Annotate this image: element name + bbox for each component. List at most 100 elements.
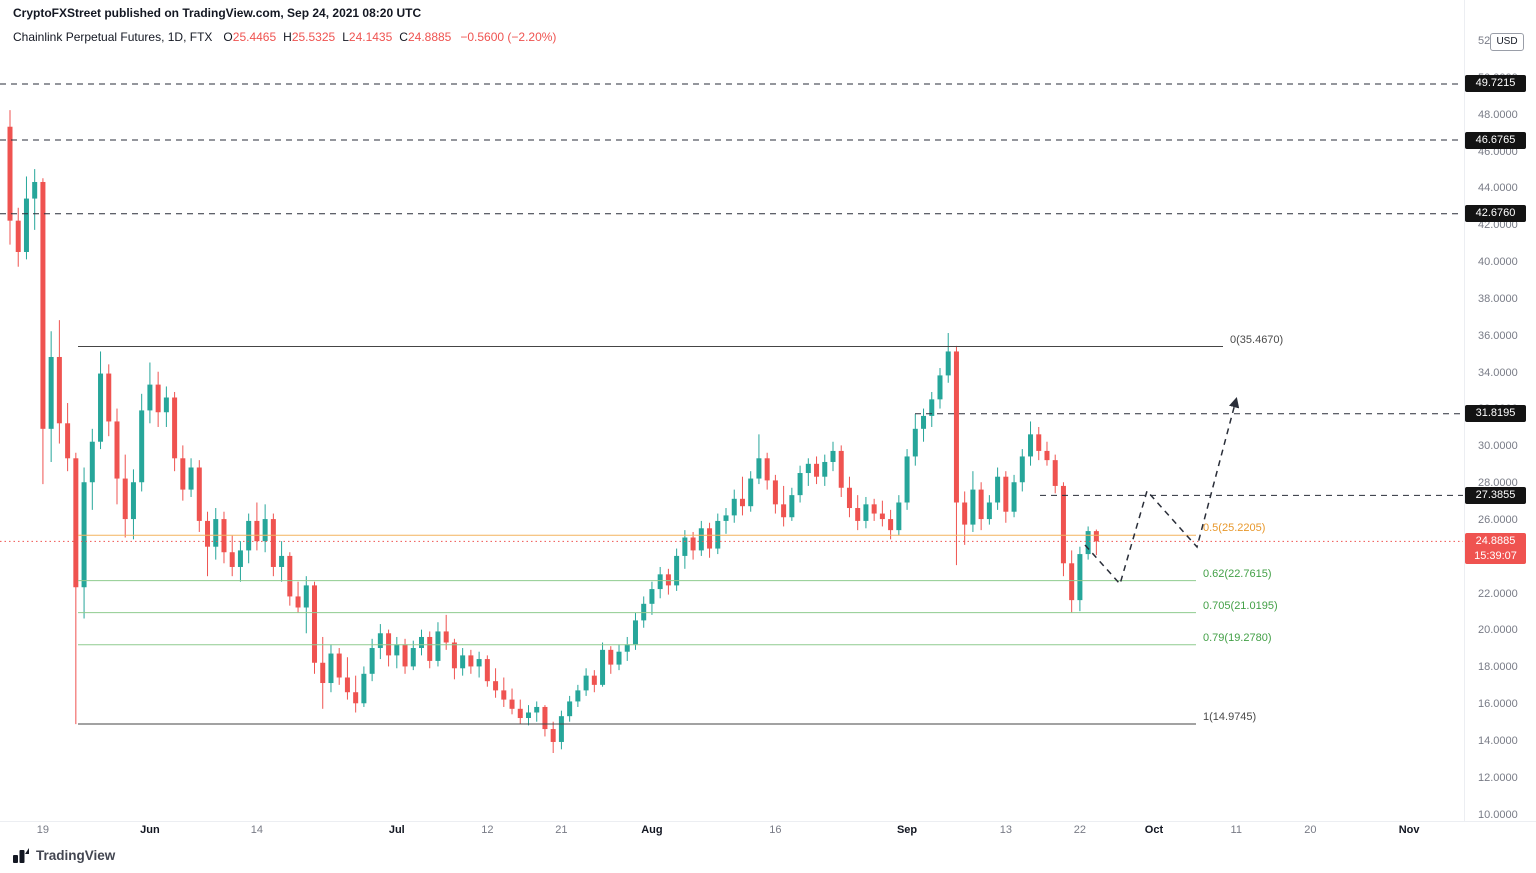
candle: [328, 644, 334, 693]
candle: [460, 648, 466, 676]
price-tick-28.0000: 28.0000: [1478, 477, 1518, 490]
candle: [1003, 471, 1009, 523]
candle: [279, 541, 285, 582]
candle: [484, 655, 490, 687]
candle: [1052, 454, 1058, 494]
candles-layer: [7, 110, 1099, 754]
candle: [32, 169, 38, 230]
candle: [995, 467, 1001, 510]
tradingview-logo-text: TradingView: [36, 847, 116, 863]
time-tick-13: 13: [999, 824, 1012, 836]
candle: [822, 454, 828, 486]
symbol-title[interactable]: Chainlink Perpetual Futures, 1D, FTX: [13, 30, 213, 44]
candle: [172, 391, 178, 472]
price-axis[interactable]: USD 52.000050.000048.000046.000044.00004…: [1464, 0, 1536, 822]
price-tick-36.0000: 36.0000: [1478, 329, 1518, 342]
candle: [443, 614, 449, 650]
price-level-tag-31.8195: 31.8195: [1465, 405, 1526, 422]
price-tick-14.0000: 14.0000: [1478, 734, 1518, 747]
candle: [550, 721, 556, 754]
candle: [1019, 449, 1025, 492]
low-label: L: [342, 30, 349, 44]
candle: [567, 695, 573, 722]
candle: [904, 449, 910, 510]
candle: [56, 320, 62, 444]
time-axis[interactable]: 19 Jun 14 Jul 12 21 Aug 16 Sep 13 22 Oct 11 20 Nov: [0, 822, 1536, 844]
candle: [262, 504, 268, 553]
candle: [509, 688, 515, 715]
candle: [493, 668, 499, 698]
candle: [986, 495, 992, 525]
candle: [303, 576, 309, 634]
candle: [89, 428, 95, 510]
candle: [1011, 474, 1017, 518]
candle: [237, 541, 243, 582]
candle: [163, 386, 169, 427]
candle: [748, 471, 754, 512]
candle: [838, 445, 844, 497]
tradingview-logo[interactable]: TradingView: [12, 846, 115, 864]
candle: [674, 548, 680, 591]
candle: [287, 552, 293, 606]
candle: [772, 474, 778, 514]
candle: [7, 110, 13, 245]
candle: [962, 491, 968, 545]
candle: [410, 640, 416, 671]
candle: [855, 495, 861, 531]
open-label: O: [223, 30, 233, 44]
tradingview-logo-icon: [13, 848, 29, 863]
candle: [830, 441, 836, 472]
candle: [896, 495, 902, 536]
candle-countdown: 15:39:07: [1474, 550, 1517, 563]
candle: [525, 705, 531, 726]
candle: [1069, 550, 1075, 614]
price-level-tag-27.3855: 27.3855: [1465, 487, 1526, 504]
candle: [180, 445, 186, 501]
candle: [139, 393, 145, 492]
candle: [1060, 482, 1066, 577]
candle: [254, 502, 260, 551]
time-tick-Aug: Aug: [641, 824, 663, 836]
price-tick-44.0000: 44.0000: [1478, 182, 1518, 195]
candle: [377, 624, 383, 660]
candle: [23, 176, 29, 260]
candle: [402, 638, 408, 674]
high-label: H: [283, 30, 292, 44]
candle: [739, 476, 745, 516]
candle: [15, 207, 21, 267]
candle: [1077, 546, 1083, 612]
candle: [624, 636, 630, 661]
candle: [40, 178, 46, 485]
price-tick-18.0000: 18.0000: [1478, 661, 1518, 674]
candle: [929, 391, 935, 427]
candle: [221, 511, 227, 564]
candle: [888, 509, 894, 540]
time-tick-12: 12: [481, 824, 494, 836]
candle: [1044, 441, 1050, 466]
candle: [394, 636, 400, 669]
candle: [863, 496, 869, 529]
candle: [361, 666, 367, 707]
candle: [386, 629, 392, 667]
close-value: 24.8885: [407, 30, 452, 44]
candle: [945, 333, 951, 383]
price-tick-48.0000: 48.0000: [1478, 108, 1518, 121]
candle: [690, 531, 696, 560]
price-tick-38.0000: 38.0000: [1478, 292, 1518, 305]
candle: [937, 368, 943, 409]
candle: [106, 364, 112, 437]
candle: [517, 699, 523, 724]
candle: [229, 535, 235, 577]
time-tick-22: 22: [1073, 824, 1087, 836]
candle: [188, 458, 194, 497]
candle: [98, 351, 104, 450]
price-level-tag-49.7215: 49.7215: [1465, 75, 1526, 92]
candle: [451, 638, 457, 680]
candle: [682, 530, 688, 569]
candle: [542, 705, 548, 737]
candle: [698, 520, 704, 556]
candle: [295, 581, 301, 614]
candle: [665, 568, 671, 595]
candle: [73, 452, 79, 725]
